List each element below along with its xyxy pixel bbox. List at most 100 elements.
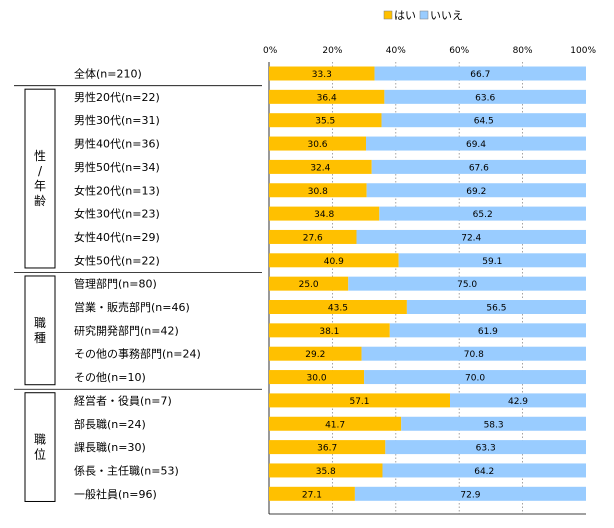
group-box — [24, 275, 56, 386]
value-label-yes: 34.8 — [314, 210, 334, 220]
value-label-no: 72.4 — [461, 233, 481, 243]
bar-yes — [269, 113, 382, 128]
x-tick-label: 0% — [263, 46, 278, 56]
value-label-no: 69.2 — [466, 187, 486, 197]
category-label: その他の事務部門(n=24) — [74, 347, 201, 361]
group-label-char: / — [38, 164, 43, 178]
value-label-no: 42.9 — [508, 397, 528, 407]
bar-no — [406, 300, 586, 314]
category-label: 管理部門(n=80) — [74, 277, 157, 291]
category-label: 営業・販売部門(n=46) — [74, 300, 190, 314]
x-tick-label: 60% — [449, 46, 469, 56]
value-label-no: 59.1 — [482, 257, 502, 267]
bar-yes — [269, 346, 362, 361]
bar-yes — [269, 183, 367, 198]
bar-no — [385, 440, 586, 455]
bar-no — [366, 136, 586, 151]
bar-yes — [269, 416, 402, 431]
bar-no — [381, 113, 586, 128]
bar-no — [382, 463, 586, 478]
category-label: 女性40代(n=29) — [74, 230, 160, 244]
value-label-yes: 35.8 — [316, 467, 336, 477]
group-label-char: 年 — [34, 179, 46, 193]
group-box — [24, 88, 56, 269]
value-label-yes: 32.4 — [310, 163, 330, 173]
bar-no — [361, 346, 586, 361]
value-label-no: 75.0 — [457, 280, 477, 290]
category-label: 女性30代(n=23) — [74, 207, 160, 221]
x-tick-label: 80% — [513, 46, 533, 56]
bar-yes — [269, 206, 380, 221]
category-label: その他(n=10) — [74, 371, 146, 384]
value-label-no: 72.9 — [460, 490, 480, 500]
value-label-no: 58.3 — [484, 420, 504, 430]
value-label-no: 70.0 — [465, 374, 485, 384]
value-label-yes: 27.6 — [303, 233, 323, 243]
value-label-yes: 38.1 — [319, 327, 339, 337]
value-label-yes: 30.6 — [307, 140, 327, 150]
bar-yes — [269, 440, 386, 455]
bar-yes — [269, 300, 407, 314]
bar-yes — [269, 463, 383, 478]
x-tick-label: 20% — [322, 46, 342, 56]
bar-no — [354, 486, 586, 501]
bar-no — [450, 393, 586, 408]
value-label-no: 65.2 — [473, 210, 493, 220]
value-label-no: 56.5 — [486, 304, 506, 314]
bar-no — [379, 206, 586, 221]
value-label-yes: 40.9 — [324, 257, 344, 267]
value-label-yes: 36.7 — [317, 444, 337, 454]
value-label-no: 63.3 — [476, 444, 496, 454]
bar-no — [366, 183, 586, 198]
bar-yes — [269, 159, 372, 174]
bar-yes — [269, 229, 357, 244]
category-label: 課長職(n=30) — [74, 440, 146, 454]
group-label-char: 性 — [34, 149, 46, 163]
bar-yes — [269, 323, 390, 338]
bar-no — [389, 323, 586, 338]
bar-yes — [269, 136, 367, 151]
category-label: 男性20代(n=22) — [74, 90, 160, 104]
group-label-char: 種 — [34, 331, 46, 345]
value-label-no: 64.5 — [474, 117, 494, 127]
bar-no — [364, 370, 586, 385]
legend-swatch-yes — [383, 10, 393, 20]
legend-swatch-no — [419, 10, 429, 20]
x-tick-label: 100% — [570, 46, 596, 56]
legend-label-yes: はい — [394, 9, 416, 22]
value-label-yes: 30.8 — [308, 187, 328, 197]
category-label: 男性40代(n=36) — [74, 137, 160, 151]
bar-no — [384, 89, 586, 104]
value-label-yes: 27.1 — [302, 490, 322, 500]
category-label: 男性30代(n=31) — [74, 113, 160, 127]
value-label-no: 70.8 — [464, 350, 484, 360]
legend-label-no: いいえ — [430, 9, 463, 22]
value-label-yes: 30.0 — [307, 374, 327, 384]
value-label-no: 64.2 — [474, 467, 494, 477]
group-box — [24, 392, 56, 502]
bar-yes — [269, 89, 385, 104]
bar-yes — [269, 253, 399, 268]
value-label-no: 66.7 — [470, 70, 490, 80]
value-label-yes: 36.4 — [317, 93, 337, 103]
group-label-char: 職 — [34, 433, 46, 447]
value-label-yes: 25.0 — [299, 280, 319, 290]
bar-no — [371, 159, 586, 174]
bar-yes — [269, 66, 375, 81]
bar-yes — [269, 370, 365, 385]
category-label: 全体(n=210) — [74, 67, 142, 81]
value-label-no: 61.9 — [478, 327, 498, 337]
category-label: 研究開発部門(n=42) — [74, 323, 179, 337]
bar-yes — [269, 393, 451, 408]
category-label: 経営者・役員(n=7) — [74, 393, 172, 407]
value-label-yes: 43.5 — [328, 304, 348, 314]
bar-no — [348, 276, 586, 291]
value-label-yes: 57.1 — [349, 397, 369, 407]
value-label-yes: 41.7 — [325, 420, 345, 430]
group-label-char: 職 — [34, 316, 46, 330]
value-label-no: 63.6 — [475, 93, 495, 103]
category-label: 一般社員(n=96) — [74, 487, 157, 501]
bar-no — [374, 66, 586, 81]
bar-no — [398, 253, 586, 268]
